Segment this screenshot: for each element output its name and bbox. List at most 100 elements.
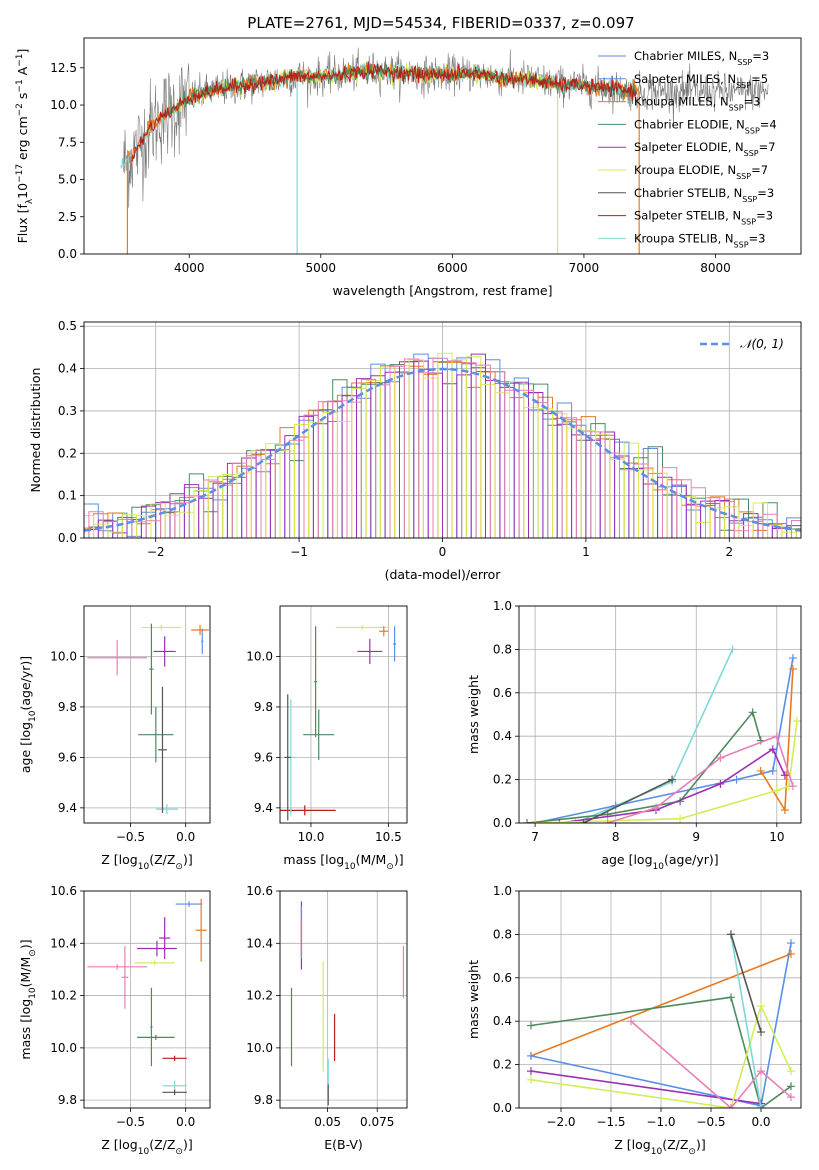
spectrum-legend: Chabrier MILES, NSSP=3 Salpeter MILES, NS… <box>598 49 777 249</box>
mass-vs-z-frame <box>83 890 211 1109</box>
y-tick-label: 5.0 <box>58 173 77 187</box>
x-tick-label: 8 <box>612 830 620 844</box>
mw-vs-age-axes: 7 8 9 10 0.0 0.2 0.4 0.6 0.8 1.0 age [log10(age/yr… <box>466 599 801 872</box>
y-tick-label: 10.0 <box>50 649 77 663</box>
mass-weight-marker <box>780 771 789 780</box>
x-tick-label: 8000 <box>700 261 731 275</box>
legend-label: Kroupa STELIB, NSSP=3 <box>634 231 765 249</box>
x-tick-label: 1 <box>582 545 590 559</box>
mass-weight-marker <box>787 1093 795 1102</box>
y-tick-label: 0.0 <box>493 1101 512 1115</box>
x-tick-label: 0.0 <box>751 1115 770 1129</box>
y-tick-label: 0.3 <box>58 404 77 418</box>
y-tick-label: 10.4 <box>50 936 77 950</box>
y-tick-label: 10.2 <box>246 989 273 1003</box>
y-tick-label: 1.0 <box>493 884 512 898</box>
mass-weight-marker <box>732 775 741 784</box>
y-tick-label: 9.8 <box>254 700 273 714</box>
x-tick-label: −1.0 <box>646 1115 675 1129</box>
mw-vs-z-lines <box>527 930 795 1108</box>
y-tick-label: 10.4 <box>246 936 273 950</box>
spectrum-ylabel: Flux [fλ10−17 erg cm−2 s−1 A−1] <box>15 49 35 244</box>
mass-vs-ebv-xlabel: E(B-V) <box>324 1137 363 1152</box>
mass-weight-marker <box>716 753 725 762</box>
histogram-series <box>84 353 801 538</box>
y-tick-label: 1.0 <box>493 599 512 613</box>
y-tick-label: 0.0 <box>493 816 512 830</box>
spectrum-xlabel: wavelength [Angstrom, rest frame] <box>332 283 552 298</box>
y-tick-label: 0.4 <box>493 729 512 743</box>
age-vs-z-xlabel: Z [log10(Z/Z⊙)] <box>101 852 192 872</box>
mass-vs-ebv-points <box>290 901 405 1106</box>
y-tick-label: 0.0 <box>58 247 77 261</box>
mw-vs-z-axes: −2.0 −1.5 −1.0 −0.5 0.0 0.0 0.2 0.4 0.6 0.8 1.0 Z [… <box>466 884 801 1157</box>
y-tick-label: 9.8 <box>58 1093 77 1107</box>
x-tick-label: 10.5 <box>375 830 402 844</box>
mass-weight-marker <box>756 766 765 775</box>
mass-weight-marker <box>676 814 685 823</box>
age-vs-z-ylabel: age [log10(age/yr)] <box>18 656 38 773</box>
x-tick-label: −0.5 <box>696 1115 725 1129</box>
legend-label: Salpeter MILES, NSSP=5 <box>634 72 768 90</box>
mw-vs-age-frame <box>518 605 802 824</box>
legend-label: Kroupa MILES, NSSP=3 <box>634 95 760 113</box>
x-tick-label: −2 <box>147 545 165 559</box>
mass-weight-marker <box>787 1082 795 1091</box>
mass-weight-marker <box>527 1051 535 1060</box>
mass-weight-marker <box>527 1021 535 1030</box>
model-spectrum-line <box>131 61 638 162</box>
mass-weight-series <box>530 953 792 1057</box>
y-tick-label: 9.8 <box>254 1093 273 1107</box>
y-tick-label: 9.4 <box>254 801 273 815</box>
mass-weight-marker <box>788 782 797 791</box>
mass-weight-marker <box>727 1104 735 1108</box>
mass-weight-marker <box>780 805 789 814</box>
mass-weight-marker <box>603 819 612 823</box>
mass-vs-ebv-axes: 0.05 0.075 9.8 10.0 10.2 10.4 10.6 E(B-V) <box>246 884 407 1152</box>
mass-weight-marker <box>627 1017 635 1026</box>
y-tick-label: 10.6 <box>50 884 77 898</box>
y-tick-label: 10.0 <box>246 1041 273 1055</box>
age-vs-mass-axes: 10.0 10.5 9.4 9.6 9.8 10.0 mass [log10(M/M⊙)] <box>246 606 407 872</box>
mass-weight-series <box>583 778 673 823</box>
mass-vs-ebv-frame <box>279 890 408 1109</box>
y-tick-label: 0.2 <box>493 1058 512 1072</box>
mass-weight-marker <box>527 1075 535 1084</box>
mass-weight-marker <box>788 664 797 673</box>
mass-weight-marker <box>727 930 735 939</box>
age-vs-mass-points <box>280 624 397 821</box>
mass-weight-marker <box>787 1067 795 1076</box>
x-tick-label: 2 <box>725 545 733 559</box>
mass-weight-marker <box>668 775 677 784</box>
age-vs-mass-xlabel: mass [log10(M/M⊙)] <box>283 852 403 872</box>
mw-vs-age-lines <box>523 645 801 823</box>
x-tick-label: 0.0 <box>176 1115 195 1129</box>
y-tick-label: 2.5 <box>58 210 77 224</box>
x-tick-label: 0 <box>439 545 447 559</box>
legend-label: 𝒩(0, 1) <box>740 337 784 351</box>
residual-hist-xlabel: (data-model)/error <box>385 567 502 582</box>
mass-weight-marker <box>772 786 781 795</box>
legend-label: Chabrier ELODIE, NSSP=4 <box>634 117 777 135</box>
x-tick-label: −0.5 <box>116 1115 145 1129</box>
mw-vs-z-ylabel: mass weight <box>466 960 481 1039</box>
y-tick-label: 9.6 <box>254 750 273 764</box>
legend-label: Kroupa ELODIE, NSSP=7 <box>634 163 768 181</box>
y-tick-label: 0.8 <box>493 927 512 941</box>
age-vs-z-frame <box>83 605 211 824</box>
mass-weight-series <box>730 934 762 1033</box>
histogram-series <box>84 357 801 538</box>
mass-weight-series <box>527 710 762 823</box>
mass-weight-marker <box>772 732 781 741</box>
y-tick-label: 9.4 <box>58 801 77 815</box>
x-tick-label: 10.0 <box>298 830 325 844</box>
mass-vs-z-ylabel: mass [log10(M/M⊙)] <box>18 939 38 1059</box>
y-tick-label: 7.5 <box>58 135 77 149</box>
mass-vs-z-points <box>87 898 207 1095</box>
y-tick-label: 0.0 <box>58 531 77 545</box>
y-tick-label: 0.2 <box>58 446 77 460</box>
mass-weight-marker <box>757 1028 765 1037</box>
figure-title: PLATE=2761, MJD=54534, FIBERID=0337, z=0… <box>247 14 634 32</box>
y-tick-label: 9.8 <box>58 700 77 714</box>
